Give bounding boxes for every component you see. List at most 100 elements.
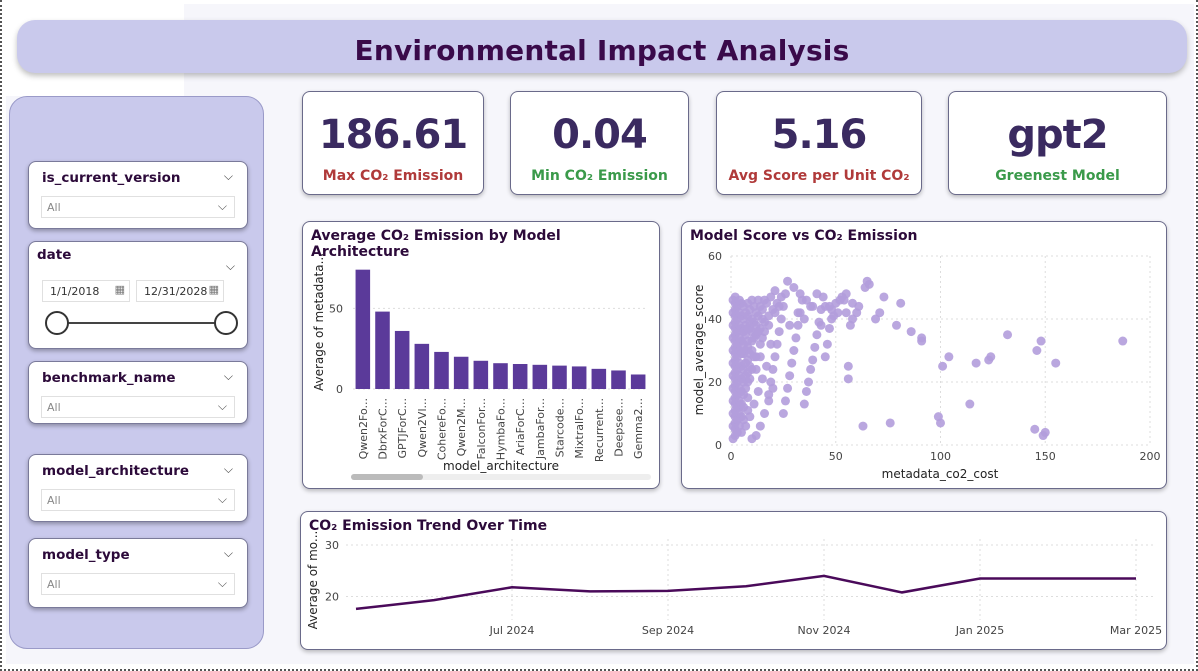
date-range-slider-track[interactable] [58,322,225,324]
scatter-point [795,289,805,299]
bar-chart[interactable]: 0 50 Qwen2Fo... DbrxForC... GPTJForC... Qwen2… [303,222,661,490]
start-date-input[interactable]: 1/1/2018 ▦ [42,280,130,302]
x-tick-label: Qwen2Fo... [357,398,370,459]
chevron-down-icon[interactable]: ⌵ [223,546,233,560]
x-axis-title: metadata_co2_cost [882,467,999,481]
scatter-point [824,323,834,333]
dropdown-select[interactable]: All ⌵ [41,196,235,218]
kpi-greenest-model: gpt2 Greenest Model [948,91,1167,195]
dropdown-value: All [47,494,61,507]
dropdown-value: All [47,578,61,591]
scatter-point [812,330,822,340]
scatter-point [892,320,902,330]
scatter-point [858,421,868,431]
y-tick-label: 20 [325,591,339,604]
scatter-point [785,371,795,381]
slicer-model-architecture[interactable]: model_architecture ⌵ All ⌵ [28,454,248,522]
y-axis-title: model_average_score [692,285,706,416]
y-tick-label: 20 [708,376,722,389]
slicer-title: model_type [42,547,130,563]
line-chart-card[interactable]: CO₂ Emission Trend Over Time 20 30 Jul 202… [300,511,1167,650]
scatter-chart-card[interactable]: Model Score vs CO₂ Emission 0 20 40 60 0 50 10… [681,221,1167,489]
scatter-point [1036,336,1046,346]
date-slider-start-handle[interactable] [45,311,69,335]
scatter-point [743,405,753,415]
bar-chart-card[interactable]: Average CO₂ Emission by Model Architectu… [302,221,660,489]
chevron-down-icon: ⌵ [217,399,227,413]
x-tick-label: FalconFor... [475,398,488,460]
chevron-down-icon[interactable]: ⌵ [223,169,233,183]
x-tick-label: 50 [829,450,843,463]
line-chart[interactable]: 20 30 Jul 2024 Sep 2024 Nov 2024 Jan 2025 Mar … [301,512,1168,651]
scatter-point [871,314,881,324]
bar [414,343,430,389]
scatter-point [755,352,765,362]
slicer-date[interactable]: date ⌵ 1/1/2018 ▦ 12/31/2028 ▦ [28,241,248,349]
scatter-point [820,352,830,362]
kpi-max-co2: 186.61 Max CO₂ Emission [302,91,484,195]
scatter-point [843,361,853,371]
calendar-icon[interactable]: ▦ [114,283,125,296]
chevron-down-icon[interactable]: ⌵ [223,369,233,383]
scatter-point [944,352,954,362]
end-date-input[interactable]: 12/31/2028 ▦ [136,280,224,302]
x-tick-label: Starcode... [554,398,567,457]
bar [473,360,489,389]
scatter-point [1032,346,1042,355]
scatter-chart[interactable]: 0 20 40 60 0 50 100 150 200 metadata_co2_cost mode… [682,222,1168,490]
scatter-point [917,336,927,346]
scatter-point [791,333,801,343]
dropdown-select[interactable]: All ⌵ [41,396,235,418]
bar [493,363,508,389]
bar [532,364,548,389]
chevron-down-icon: ⌵ [217,199,227,213]
scatter-point [885,418,895,428]
calendar-icon[interactable]: ▦ [208,283,219,296]
kpi-value: 5.16 [771,112,868,158]
scatter-point [812,289,822,299]
chevron-down-icon: ⌵ [217,492,227,506]
dropdown-select[interactable]: All ⌵ [41,489,235,511]
scatter-point [764,396,774,406]
slicer-is-current-version[interactable]: is_current_version ⌵ All ⌵ [28,161,248,229]
kpi-value: 186.61 [318,112,468,158]
bar [512,364,528,389]
slicer-benchmark-name[interactable]: benchmark_name ⌵ All ⌵ [28,361,248,424]
scatter-point [806,364,816,374]
chevron-down-icon[interactable]: ⌵ [223,462,233,476]
date-slider-end-handle[interactable] [214,311,238,335]
scatter-point [776,314,786,324]
scatter-point [1051,358,1061,368]
series-line [355,574,1136,611]
x-tick-label: JambaFor... [534,398,547,460]
bar [355,269,371,389]
scatter-point [808,301,818,311]
scatter-point [787,358,797,368]
scatter-point [772,339,782,349]
scatter-point [827,314,837,324]
slicer-model-type[interactable]: model_type ⌵ All ⌵ [28,538,248,608]
x-tick-label: 100 [930,450,951,463]
dropdown-value: All [47,401,61,414]
scatter-point [739,415,749,425]
x-tick-label: GPTJForC... [396,398,409,458]
x-tick-label: 200 [1140,450,1161,463]
dropdown-select[interactable]: All ⌵ [41,573,235,595]
scatter-point [906,327,916,337]
kpi-label: Max CO₂ Emission [322,168,464,184]
horizontal-scrollbar-track [351,474,651,480]
scatter-point [774,301,784,311]
y-tick-label: 0 [715,439,722,452]
scatter-point [845,320,855,330]
horizontal-scrollbar-thumb[interactable] [351,474,423,480]
scatter-point [743,393,753,403]
scatter-point [764,320,774,330]
scatter-point [1118,336,1128,346]
y-axis-title: Average of mo... [306,531,320,630]
scatter-point [766,339,776,349]
scatter-point [778,409,788,418]
kpi-value: gpt2 [1007,112,1108,158]
scatter-point [841,308,851,318]
chevron-down-icon[interactable]: ⌵ [225,259,235,273]
